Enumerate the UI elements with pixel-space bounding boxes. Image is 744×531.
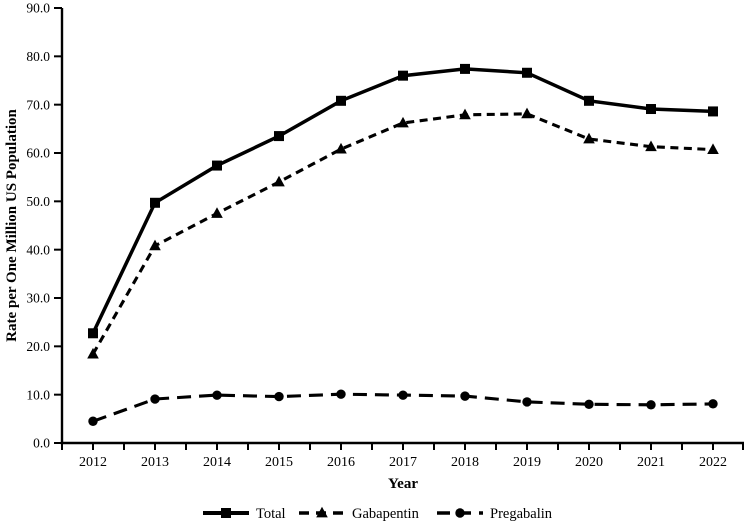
- marker-total: [88, 328, 98, 339]
- marker-gabapentin: [583, 132, 595, 144]
- y-tick-label: 60.0: [26, 146, 50, 161]
- legend-label-pregabalin: Pregabalin: [490, 506, 553, 522]
- x-year-label: 2022: [699, 455, 727, 470]
- legend-item-pregabalin: Pregabalin: [437, 506, 553, 522]
- x-year-label: 2013: [141, 455, 169, 470]
- marker-pregabalin: [522, 397, 532, 407]
- series-line-total: [91, 67, 714, 335]
- x-year-label: 2016: [327, 455, 355, 470]
- marker-gabapentin: [87, 347, 99, 359]
- y-tick-label: 0.0: [33, 436, 50, 451]
- marker-total: [584, 95, 594, 106]
- legend-marker-total-icon: [221, 508, 231, 518]
- marker-gabapentin: [211, 207, 223, 218]
- marker-total: [708, 106, 718, 117]
- legend-item-gabapentin: Gabapentin: [299, 506, 420, 522]
- x-year-label: 2021: [637, 455, 665, 470]
- x-year-label: 2017: [389, 455, 417, 470]
- series-markers-pregabalin: [88, 389, 718, 426]
- marker-pregabalin: [584, 399, 594, 410]
- marker-gabapentin: [273, 175, 285, 187]
- legend: Total Gabapentin Pregabalin: [203, 506, 553, 522]
- marker-total: [336, 95, 346, 106]
- y-axis-title: Rate per One Million US Population: [4, 109, 20, 342]
- marker-total: [274, 131, 284, 142]
- series-markers-gabapentin: [87, 107, 719, 359]
- marker-total: [646, 104, 656, 115]
- y-tick-label: 10.0: [26, 387, 50, 402]
- y-tick-label: 90.0: [26, 1, 50, 16]
- marker-pregabalin: [212, 390, 222, 400]
- x-year-label: 2014: [203, 455, 231, 470]
- marker-pregabalin: [274, 391, 284, 402]
- y-tick-label: 20.0: [26, 339, 50, 354]
- x-axis-title: Year: [388, 476, 418, 492]
- y-tick-label: 80.0: [26, 49, 50, 64]
- legend-item-total: Total: [203, 506, 286, 522]
- y-tick-label: 50.0: [26, 194, 50, 209]
- y-axis-ticks: 0.0 10.0 20.0 30.0 40.0 50.0 60.0 70.0 80.0 90.0: [26, 1, 62, 451]
- marker-pregabalin: [336, 389, 346, 399]
- legend-label-total: Total: [256, 506, 286, 522]
- marker-total: [460, 63, 470, 74]
- x-year-label: 2019: [513, 455, 541, 470]
- x-axis-ticks: 2012 2013 2014 2015 2016 2017 2018 2019 2020 2021…: [61, 443, 744, 470]
- y-tick-label: 70.0: [26, 97, 50, 112]
- x-year-label: 2020: [575, 455, 603, 470]
- marker-gabapentin: [459, 108, 471, 120]
- y-tick-label: 30.0: [26, 291, 50, 306]
- marker-gabapentin: [397, 116, 409, 128]
- marker-gabapentin: [335, 142, 347, 154]
- marker-total: [398, 70, 408, 81]
- marker-gabapentin: [521, 107, 533, 119]
- series-markers-total: [88, 63, 718, 339]
- x-year-label: 2012: [79, 455, 107, 470]
- marker-pregabalin: [150, 394, 160, 404]
- marker-pregabalin: [88, 416, 98, 426]
- marker-pregabalin: [646, 400, 656, 410]
- legend-marker-pregabalin-icon: [455, 508, 465, 518]
- marker-gabapentin: [645, 140, 657, 152]
- marker-gabapentin: [707, 143, 719, 155]
- legend-marker-gabapentin-icon: [316, 506, 328, 518]
- series-line-gabapentin: [91, 112, 714, 355]
- marker-total: [150, 197, 160, 208]
- legend-label-gabapentin: Gabapentin: [352, 506, 420, 522]
- marker-pregabalin: [708, 399, 718, 409]
- x-year-label: 2015: [265, 455, 293, 470]
- marker-pregabalin: [460, 391, 470, 401]
- x-year-label: 2018: [451, 455, 479, 470]
- marker-total: [212, 160, 222, 171]
- marker-pregabalin: [398, 390, 408, 400]
- marker-gabapentin: [149, 239, 161, 251]
- y-tick-label: 40.0: [26, 242, 50, 257]
- marker-total: [522, 67, 532, 78]
